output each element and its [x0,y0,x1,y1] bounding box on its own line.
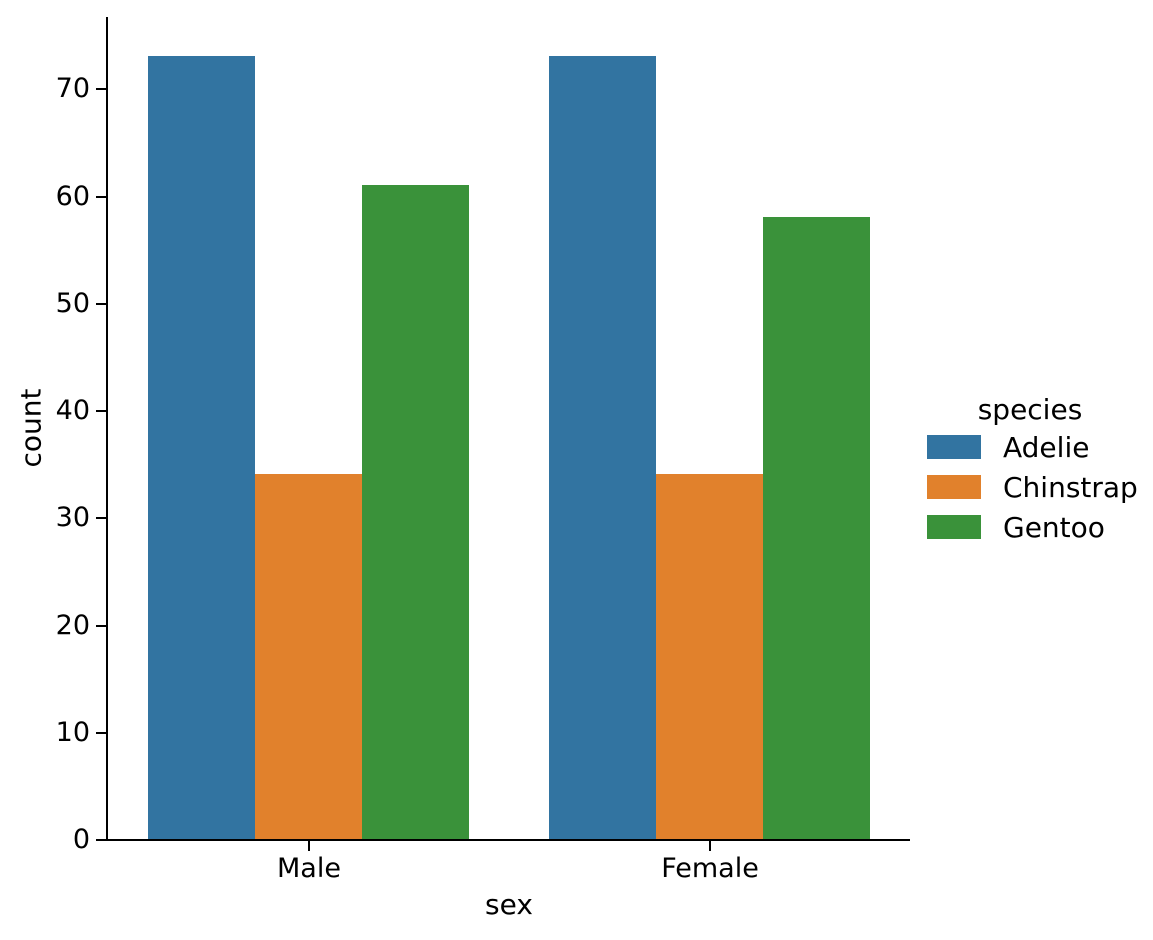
y-tick-mark [96,839,106,841]
legend-item-gentoo: Gentoo [920,507,1140,547]
legend-swatch-gentoo [927,515,981,539]
legend-label: Adelie [1003,430,1090,464]
y-tick-label: 10 [55,717,90,748]
bar-male-gentoo [362,185,469,839]
bars-container [108,17,910,839]
y-tick-label: 70 [55,73,90,104]
x-tick-mark [308,841,310,851]
y-axis-label: count [14,388,48,468]
x-tick-label: Female [661,853,759,884]
plot-area [106,17,910,841]
legend-label: Chinstrap [1003,470,1138,504]
y-tick-mark [96,517,106,519]
legend-swatch-adelie [927,435,981,459]
bar-female-gentoo [763,217,870,839]
bar-female-adelie [549,56,656,839]
legend-item-adelie: Adelie [920,427,1140,467]
y-tick-mark [96,196,106,198]
legend-title: species [977,393,1083,426]
x-axis-label: sex [485,888,533,921]
bar-male-adelie [148,56,255,839]
y-tick-mark [96,303,106,305]
legend-label: Gentoo [1003,510,1105,544]
legend-item-chinstrap: Chinstrap [920,467,1140,507]
y-tick-mark [96,732,106,734]
y-tick-mark [96,88,106,90]
y-tick-label: 60 [55,181,90,212]
y-tick-mark [96,410,106,412]
legend: species Adelie Chinstrap Gentoo [920,393,1140,547]
y-tick-label: 50 [55,288,90,319]
x-tick-label: Male [277,853,341,884]
y-tick-mark [96,625,106,627]
x-tick-mark [709,841,711,851]
legend-swatch-chinstrap [927,475,981,499]
y-tick-label: 0 [72,824,90,855]
bar-male-chinstrap [255,474,362,839]
legend-rows: Adelie Chinstrap Gentoo [920,427,1140,547]
bar-female-chinstrap [656,474,763,839]
y-tick-label: 20 [55,610,90,641]
y-tick-label: 40 [55,395,90,426]
y-tick-label: 30 [55,502,90,533]
